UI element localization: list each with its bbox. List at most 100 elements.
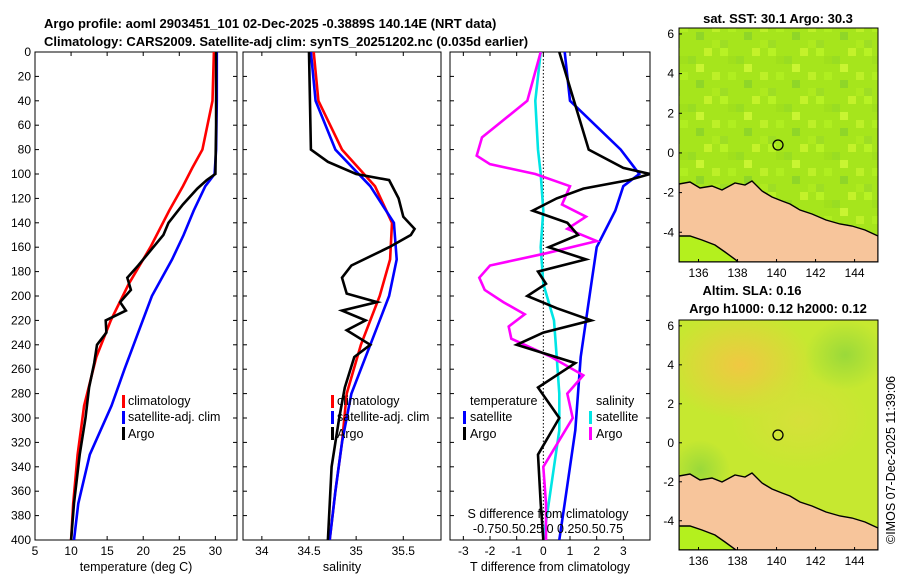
longitude-tick-label: 136 [688,554,708,568]
legend-s-satellite-label: satellite [596,410,638,424]
x-tick-label: 10 [64,544,78,558]
depth-tick-label: 340 [11,460,31,474]
legend-t-argo-label: Argo [470,427,496,441]
depth-tick-label: 140 [11,216,31,230]
salinity-legend: climatology satellite-adj. clim Argo [331,394,429,441]
longitude-tick-label: 142 [806,266,826,280]
legend-argo-swatch [122,427,125,440]
legend-s-satellite-swatch [589,411,592,424]
figure-title-line2: Climatology: CARS2009. Satellite-adj cli… [44,34,528,49]
latitude-tick-label: -4 [663,514,674,528]
longitude-tick-label: 140 [767,554,787,568]
legend-t-satellite-label: satellite [470,410,512,424]
legend-argo-label: Argo [337,427,363,441]
imos-credit: ©IMOS 07-Dec-2025 11:39:06 [884,376,898,544]
legend-s-argo-swatch [589,427,592,440]
legend-t-satellite-swatch [463,411,466,424]
legend-argo-label: Argo [128,427,154,441]
x-tick-label: 5 [32,544,39,558]
sla-map-title: Altim. SLA: 0.16 [703,283,802,298]
sst-map-title: sat. SST: 30.1 Argo: 30.3 [703,11,853,26]
x-tick-label: -3 [458,544,469,558]
depth-tick-label: 120 [11,191,31,205]
depth-tick-label: 180 [11,265,31,279]
latitude-tick-label: 6 [667,27,674,41]
depth-tick-label: 80 [18,143,32,157]
x-tick-label: -2 [485,544,496,558]
latitude-tick-label: 2 [667,106,674,120]
salinity-axes-frame [242,51,442,541]
latitude-tick-label: 4 [667,358,674,372]
x-tick-label: 2 [593,544,600,558]
satellite-salinity-line [309,52,399,540]
satellite-salinity-difference-line [533,52,561,540]
temperature-panel: 0 20 40 60 80 100 120 140 160 180 200 220 240 260 280 3… [11,45,238,574]
temperature-x-label: temperature (deg C) [80,560,193,574]
depth-tick-label: 400 [11,533,31,547]
latitude-tick-label: -2 [663,186,674,200]
salinity-panel: 34 34.5 35 35.5 salinity climatology satell… [242,51,442,574]
salinity-difference-label: S difference from climatology [468,507,630,521]
x-tick-label: 30 [209,544,223,558]
legend-s-argo-label: Argo [596,427,622,441]
southern-coastline [679,525,738,550]
depth-tick-label: 300 [11,411,31,425]
x-tick-label: 20 [137,544,151,558]
depth-tick-label: 40 [18,94,32,108]
difference-axes-frame [449,51,651,541]
x-tick-label: 25 [173,544,187,558]
depth-tick-label: 0 [24,45,31,59]
depth-tick-label: 280 [11,387,31,401]
depth-tick-label: 360 [11,484,31,498]
depth-tick-label: 100 [11,167,31,181]
legend-satellite-label: satellite-adj. clim [128,410,220,424]
legend-satellite-swatch [331,411,334,424]
argo-salinity-difference-line [475,52,601,540]
depth-tick-label: 20 [18,69,32,83]
latitude-tick-label: -4 [663,225,674,239]
longitude-tick-label: 142 [806,554,826,568]
x-tick-label: 0 [540,544,547,558]
sst-map-frame [678,27,879,263]
x-tick-label: 34 [255,544,269,558]
legend-satellite-swatch [122,411,125,424]
x-tick-label: 34.5 [297,544,321,558]
difference-legend: temperature satellite Argo salinity sate… [463,394,638,441]
salinity-difference-ticks: -0.750.50.25 0 0.250.50.75 [473,522,623,536]
depth-tick-label: 220 [11,313,31,327]
depth-tick-label: 240 [11,338,31,352]
legend-argo-swatch [331,427,334,440]
x-tick-label: 35 [349,544,363,558]
new-guinea-landmass [679,180,878,262]
latitude-tick-label: 0 [667,146,674,160]
longitude-tick-label: 136 [688,266,708,280]
legend-satellite-label: satellite-adj. clim [337,410,429,424]
new-guinea-landmass [679,472,878,550]
sla-map-frame [678,319,879,551]
longitude-tick-label: 140 [767,266,787,280]
depth-tick-label: 320 [11,435,31,449]
argo-temperature-difference-line [513,52,650,540]
x-tick-label: 35.5 [392,544,416,558]
temperature-legend: climatology satellite-adj. clim Argo [122,394,220,441]
legend-climatology-label: climatology [337,394,400,408]
legend-climatology-swatch [331,395,334,408]
longitude-tick-label: 138 [728,266,748,280]
latitude-tick-label: 0 [667,436,674,450]
legend-temperature-title: temperature [470,394,537,408]
depth-tick-label: 60 [18,118,32,132]
latitude-tick-label: -2 [663,475,674,489]
longitude-tick-label: 144 [845,266,865,280]
legend-climatology-label: climatology [128,394,191,408]
legend-t-argo-swatch [463,427,466,440]
longitude-tick-label: 144 [845,554,865,568]
temperature-axes-frame [34,51,238,541]
latitude-tick-label: 4 [667,67,674,81]
sla-high-anomaly [730,370,870,470]
sst-map-panel: sat. SST: 30.1 Argo: 30.3 136 138 140 142 14… [663,11,879,280]
x-tick-label: 1 [567,544,574,558]
x-tick-label: 3 [620,544,627,558]
argo-float-location-marker [772,429,784,441]
latitude-tick-label: 2 [667,397,674,411]
